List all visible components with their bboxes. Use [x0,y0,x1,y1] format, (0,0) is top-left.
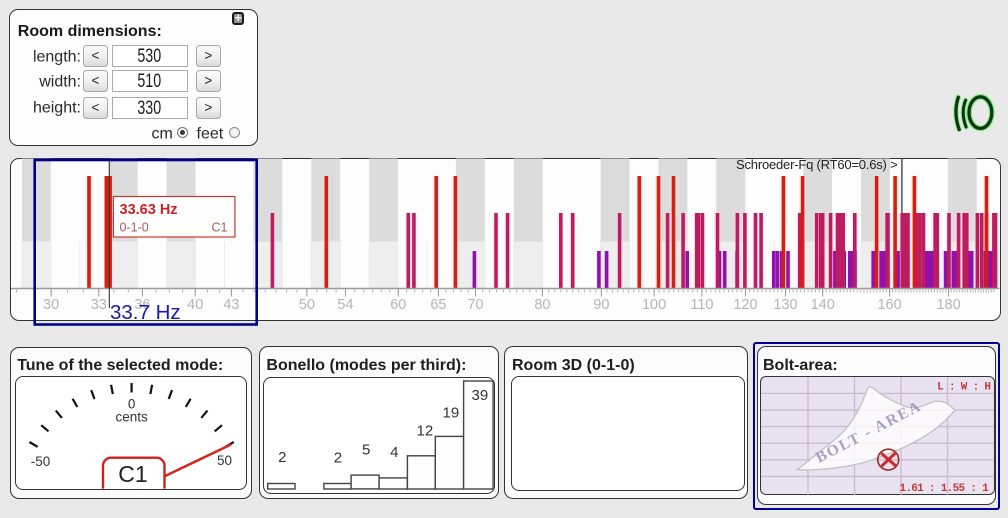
svg-text:50: 50 [217,453,232,468]
svg-text:-50: -50 [31,454,51,469]
svg-text:C1: C1 [118,461,147,487]
svg-text:2: 2 [278,449,286,466]
svg-text:0: 0 [128,397,136,412]
svg-text:60: 60 [390,297,406,313]
svg-text:19: 19 [443,405,460,422]
svg-text:43: 43 [223,297,239,313]
svg-text:33: 33 [91,297,107,313]
svg-text:33.7 Hz: 33.7 Hz [110,301,181,324]
svg-text:36: 36 [134,297,150,313]
svg-text:Schroeder-Fq (RT60=0.6s) >: Schroeder-Fq (RT60=0.6s) > [736,157,897,172]
svg-text:39: 39 [472,387,489,404]
svg-text:180: 180 [936,297,960,313]
svg-text:4: 4 [390,444,398,461]
svg-text:1.61 : 1.55 : 1: 1.61 : 1.55 : 1 [899,483,989,495]
svg-text:90: 90 [593,297,609,313]
svg-text:130: 130 [773,297,797,313]
svg-text:50: 50 [299,297,315,313]
svg-text:12: 12 [417,423,434,440]
svg-text:0-1-0: 0-1-0 [120,221,149,235]
svg-text:cents: cents [115,410,148,425]
svg-text:5: 5 [362,442,370,459]
svg-text:40: 40 [187,297,203,313]
svg-text:L : W : H: L : W : H [937,382,990,394]
svg-text:30: 30 [43,297,59,313]
svg-text:110: 110 [690,297,713,313]
svg-text:33.63 Hz: 33.63 Hz [120,202,178,218]
svg-text:70: 70 [467,297,483,313]
svg-text:160: 160 [877,297,901,313]
svg-text:140: 140 [811,297,835,313]
svg-text:C1: C1 [212,221,228,235]
svg-text:120: 120 [733,297,757,313]
svg-text:65: 65 [430,297,446,313]
svg-text:100: 100 [642,297,666,313]
svg-text:54: 54 [337,297,353,313]
svg-text:80: 80 [534,297,550,313]
svg-text:2: 2 [334,450,342,467]
